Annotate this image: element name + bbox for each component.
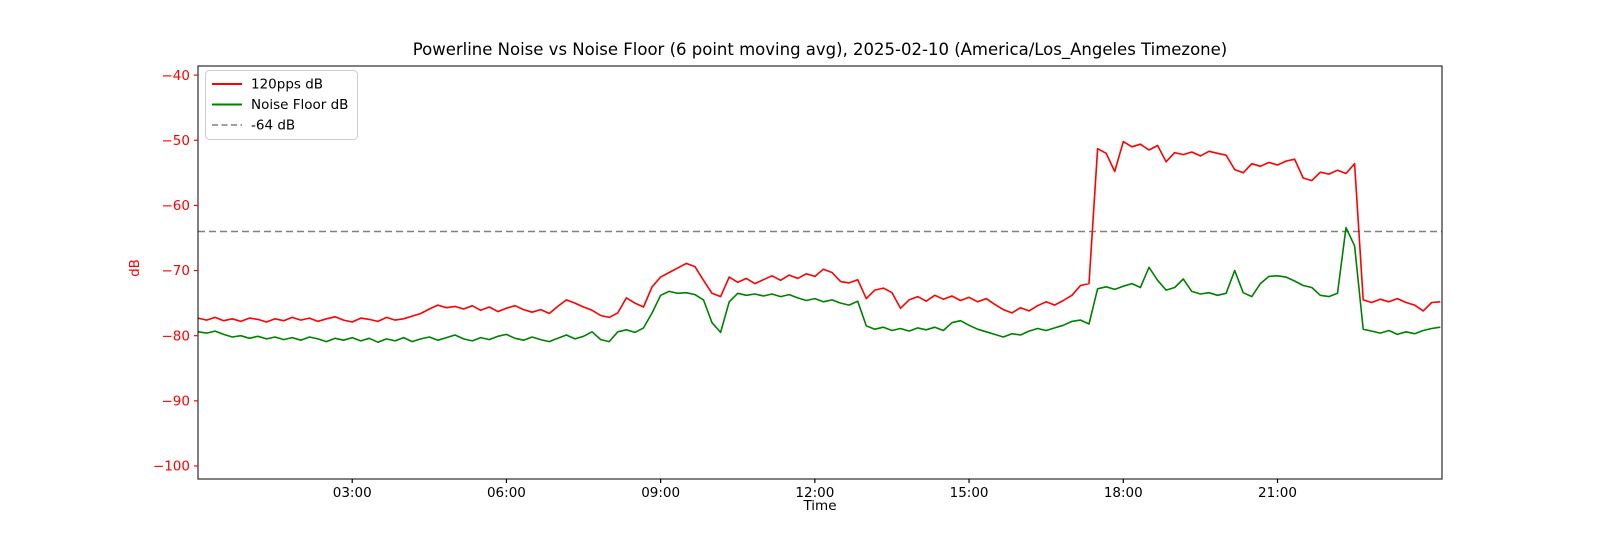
- y-tick-label: −40: [162, 68, 191, 84]
- legend-box: [205, 70, 358, 140]
- legend-label-threshold: -64 dB: [251, 118, 295, 134]
- plot-border: [197, 65, 1443, 480]
- x-tick-label: 12:00: [795, 485, 834, 501]
- x-tick-label: 21:00: [1258, 485, 1297, 501]
- x-tick-label: 03:00: [333, 485, 372, 501]
- y-tick-label: −90: [162, 394, 191, 410]
- x-tick-label: 15:00: [950, 485, 989, 501]
- series-line-120pps-db: [197, 140, 1441, 323]
- x-tick-label: 18:00: [1104, 485, 1143, 501]
- chart-title: Powerline Noise vs Noise Floor (6 point …: [413, 40, 1227, 60]
- legend-label-120pps: 120pps dB: [251, 77, 323, 93]
- legend-label-noise-floor: Noise Floor dB: [251, 97, 348, 113]
- y-tick-label: −100: [153, 459, 190, 475]
- y-tick-label: −60: [162, 198, 191, 214]
- y-tick-label: −70: [162, 263, 191, 279]
- x-tick-label: 09:00: [641, 485, 680, 501]
- y-axis-label: dB: [127, 259, 143, 277]
- plot-area: −40 −50 −60 −70 −80 −90 −100 03:00 06:00 09:00 12:…: [153, 65, 1443, 501]
- x-tick-label: 06:00: [487, 485, 526, 501]
- y-tick-label: −50: [162, 133, 191, 149]
- y-tick-label: −80: [162, 328, 191, 344]
- series-line-noise-floor-db: [197, 226, 1441, 344]
- x-axis-label: Time: [802, 498, 836, 514]
- legend: 120pps dB Noise Floor dB -64 dB: [205, 70, 358, 140]
